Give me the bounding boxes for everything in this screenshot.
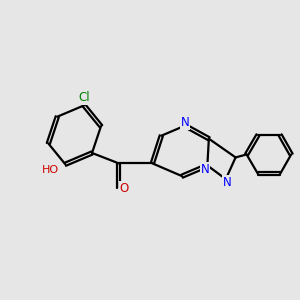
Text: N: N xyxy=(201,163,209,176)
Text: Cl: Cl xyxy=(78,91,90,103)
Text: N: N xyxy=(181,116,189,129)
Text: HO: HO xyxy=(42,165,59,175)
Text: O: O xyxy=(119,182,129,194)
Text: N: N xyxy=(223,176,232,189)
